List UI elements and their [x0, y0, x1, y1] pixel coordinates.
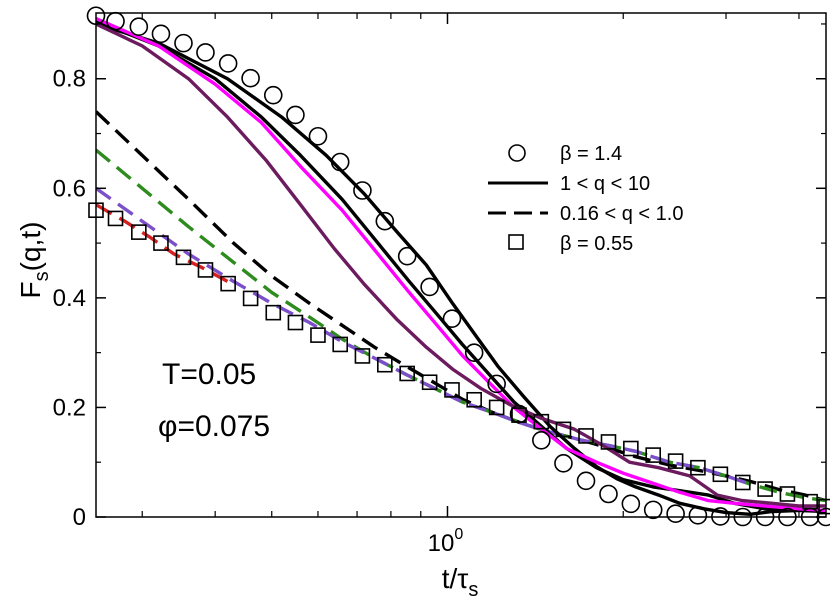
data-point-square	[444, 382, 460, 398]
data-point-square	[466, 391, 482, 408]
y-axis-title: Fs(q,t)	[15, 222, 53, 299]
data-point-square	[555, 421, 572, 438]
y-axis-title-tail: (q,t)	[15, 222, 46, 272]
y-tick-label: 0	[73, 504, 86, 531]
data-point-square	[533, 413, 550, 430]
annotation-phi: φ=0.075	[158, 410, 270, 443]
data-point-square	[265, 304, 282, 321]
data-point-circle	[397, 246, 417, 266]
x-axis-title-sub: s	[468, 579, 478, 601]
data-point-square	[175, 249, 192, 266]
data-point-circle	[151, 24, 171, 44]
x-axis-title-main: t/τ	[442, 563, 469, 594]
data-point-square	[242, 290, 259, 307]
data-point-circle	[554, 454, 573, 473]
data-point-square	[332, 336, 349, 353]
y-tick-label: 0.2	[53, 394, 86, 421]
series-line-0-16-q-1-0-violet	[96, 186, 751, 486]
data-point-circle	[330, 152, 350, 172]
data-point-square	[818, 498, 830, 515]
data-point-square	[690, 459, 706, 476]
legend-marker-square	[508, 234, 524, 250]
data-point-square	[310, 327, 326, 343]
data-point-square	[712, 466, 729, 483]
data-point-circle	[241, 68, 260, 88]
data-point-square	[287, 314, 304, 331]
data-point-square	[131, 224, 147, 240]
data-point-square	[734, 474, 751, 491]
data-point-circle	[442, 309, 462, 328]
data-point-square	[511, 407, 527, 423]
marker-layer	[86, 6, 830, 527]
x-tick-label: 100	[428, 526, 464, 557]
y-axis-title-sub: s	[31, 271, 53, 281]
data-point-square	[488, 399, 505, 416]
legend-label-beta-1-4: β = 1.4	[560, 143, 622, 165]
tick-layer: 0 0.2 0.4 0.6 0.8 100	[53, 13, 826, 557]
data-point-circle	[308, 126, 328, 146]
data-point-circle	[576, 471, 596, 491]
data-point-circle	[375, 211, 395, 231]
data-point-circle	[487, 374, 506, 394]
data-point-square	[197, 262, 214, 278]
data-point-circle	[196, 43, 215, 62]
series-line-0-16-q-1-0-red	[96, 203, 229, 283]
data-point-circle	[174, 33, 193, 53]
data-point-circle	[666, 504, 685, 524]
x-axis-title: t/τs	[442, 563, 479, 601]
data-point-square	[153, 235, 169, 251]
data-point-circle	[621, 494, 641, 514]
data-point-circle	[353, 181, 372, 200]
data-point-square	[354, 348, 371, 364]
data-point-circle	[688, 506, 708, 525]
data-point-square	[377, 356, 393, 373]
data-point-square	[779, 486, 796, 502]
data-point-square	[645, 447, 662, 463]
data-point-square	[578, 428, 594, 444]
legend-marker-circle	[508, 144, 526, 162]
series-line-1-q-10-b	[96, 19, 826, 514]
data-point-circle	[599, 484, 618, 504]
data-point-square	[600, 434, 617, 450]
y-tick-label: 0.4	[53, 285, 86, 312]
data-point-circle	[129, 17, 149, 36]
series-line-1-q-10-purple	[96, 22, 826, 508]
legend: β = 1.4 1 < q < 10 0.16 < q < 1.0 β = 0.…	[488, 143, 683, 255]
annotation-temperature: T=0.05	[162, 358, 256, 391]
series-line-0-16-q-1-0-green	[96, 148, 826, 503]
data-point-circle	[218, 54, 238, 73]
data-point-square	[399, 365, 415, 382]
data-point-circle	[420, 277, 439, 297]
data-point-circle	[263, 85, 283, 105]
plot-frame	[95, 12, 827, 518]
data-point-square	[623, 440, 639, 457]
data-point-square	[802, 493, 818, 510]
data-point-square	[107, 210, 124, 227]
data-point-circle	[532, 431, 551, 450]
data-point-square	[421, 374, 438, 391]
data-point-circle	[464, 343, 484, 362]
y-axis-title-main: F	[15, 281, 46, 298]
data-point-square	[220, 275, 236, 292]
legend-label-high-q: 1 < q < 10	[560, 173, 650, 195]
legend-label-beta-0-55: β = 0.55	[560, 233, 633, 255]
data-point-square	[757, 481, 773, 497]
y-tick-label: 0.8	[53, 66, 86, 93]
legend-label-low-q: 0.16 < q < 1.0	[560, 203, 683, 225]
data-point-circle	[643, 500, 663, 520]
data-point-square	[667, 453, 684, 469]
y-tick-label: 0.6	[53, 175, 86, 202]
data-point-circle	[286, 105, 305, 125]
